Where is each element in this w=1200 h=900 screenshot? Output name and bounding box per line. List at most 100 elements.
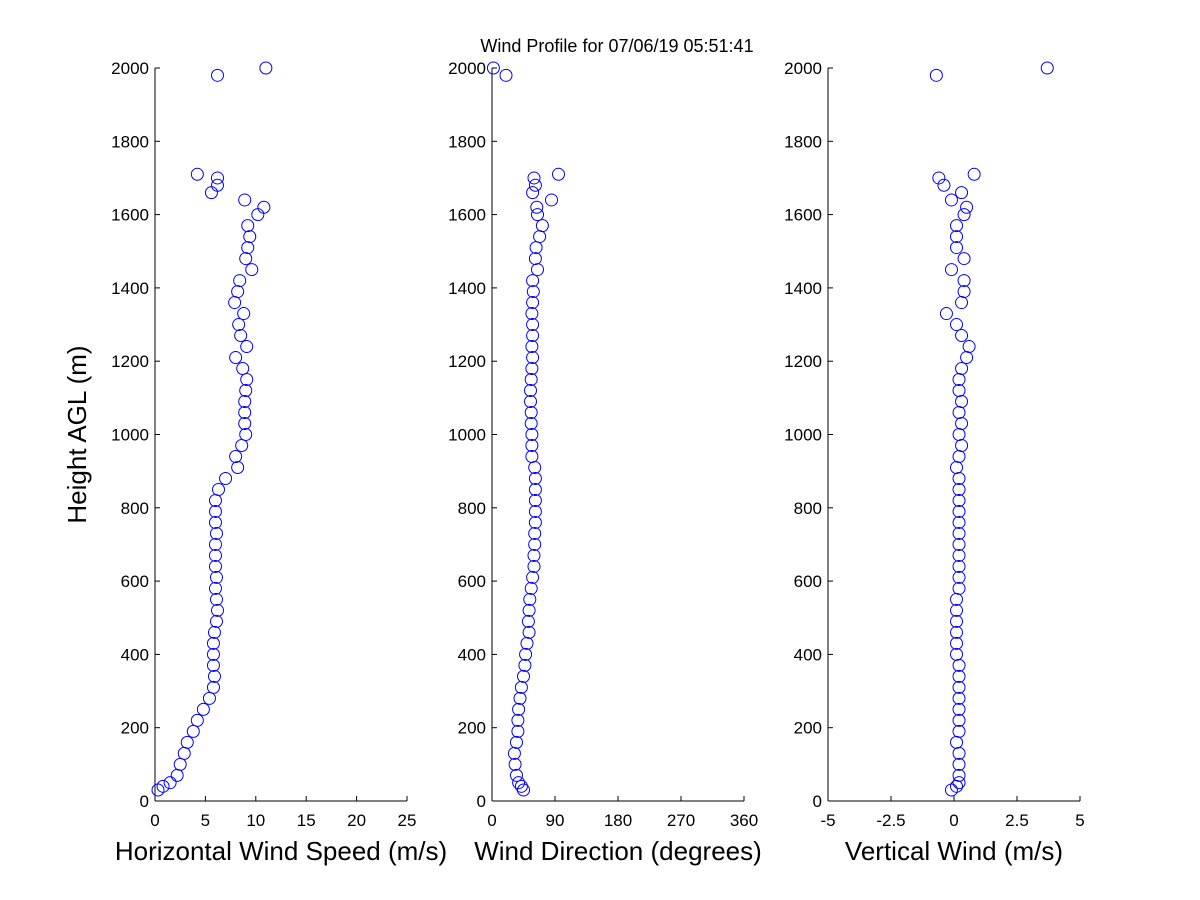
point (232, 318, 246, 332)
point (514, 779, 528, 793)
point (932, 171, 946, 185)
point (524, 373, 538, 387)
point (957, 274, 971, 288)
y-tick-label: 2000 (448, 59, 486, 78)
point (952, 515, 966, 529)
point (512, 776, 526, 790)
point (525, 307, 539, 321)
point (525, 362, 539, 376)
point (526, 274, 540, 288)
point (955, 186, 969, 200)
point (950, 241, 964, 255)
point (952, 548, 966, 562)
point (259, 61, 273, 75)
point (163, 776, 177, 790)
point (950, 647, 964, 661)
point (526, 329, 540, 343)
point (950, 219, 964, 233)
point (190, 713, 204, 727)
point (524, 417, 538, 431)
point (950, 636, 964, 650)
point (156, 779, 170, 793)
y-tick-label: 1400 (111, 279, 149, 298)
point (531, 263, 544, 277)
y-tick-label: 1000 (784, 426, 822, 445)
point (525, 438, 539, 452)
point (231, 285, 245, 299)
point (235, 438, 249, 452)
point (512, 702, 526, 716)
point (524, 406, 538, 420)
point (510, 768, 523, 782)
x-tick-label: -5 (820, 811, 835, 830)
point (170, 768, 184, 782)
point (206, 636, 220, 650)
y-tick-label: 1800 (111, 132, 149, 151)
x-axis-label: Horizontal Wind Speed (m/s) (115, 836, 447, 866)
point (528, 504, 542, 518)
point (950, 625, 964, 639)
point (952, 537, 966, 551)
point (209, 592, 223, 606)
x-tick-label: 5 (1075, 811, 1084, 830)
x-tick-label: 0 (949, 811, 958, 830)
point (528, 471, 542, 485)
point (952, 559, 966, 573)
y-tick-label: 800 (121, 499, 149, 518)
point (210, 68, 224, 82)
point (524, 384, 537, 398)
point (240, 373, 254, 387)
point (207, 625, 221, 639)
y-tick-label: 1600 (111, 206, 149, 225)
point (528, 252, 542, 266)
point (208, 515, 222, 529)
point (952, 482, 966, 496)
point (952, 471, 966, 485)
point (243, 230, 257, 244)
y-tick-label: 200 (121, 719, 149, 738)
y-tick-label: 200 (458, 719, 486, 738)
point (526, 318, 540, 332)
point (967, 167, 981, 181)
point (514, 680, 528, 694)
point (955, 329, 969, 343)
x-tick-label: 2.5 (1005, 811, 1029, 830)
point (527, 548, 541, 562)
point (950, 603, 964, 617)
point (526, 351, 540, 365)
x-tick-label: 180 (604, 811, 632, 830)
y-tick-label: 1000 (448, 426, 486, 445)
point (528, 460, 542, 474)
point (239, 252, 253, 266)
point (952, 669, 966, 683)
point (952, 373, 966, 387)
point (528, 493, 542, 507)
point (190, 167, 204, 181)
x-tick-label: 15 (297, 811, 316, 830)
point (955, 417, 969, 431)
point (531, 208, 544, 222)
point (545, 193, 558, 207)
point (952, 406, 966, 420)
point (518, 658, 532, 672)
y-tick-label: 400 (794, 645, 822, 664)
x-tick-label: 10 (246, 811, 265, 830)
point (950, 614, 964, 628)
point (517, 783, 530, 797)
y-tick-label: 1400 (448, 279, 486, 298)
point (234, 329, 248, 343)
point (219, 471, 233, 485)
point (257, 200, 271, 214)
point (245, 263, 259, 277)
point (239, 384, 253, 398)
y-tick-label: 2000 (784, 59, 822, 78)
point (238, 193, 252, 207)
point (526, 186, 540, 200)
y-tick-label: 400 (458, 645, 486, 664)
y-tick-label: 1200 (784, 352, 822, 371)
y-tick-label: 600 (121, 572, 149, 591)
point (950, 318, 964, 332)
y-tick-label: 0 (477, 792, 486, 811)
point (957, 252, 971, 266)
point (522, 625, 536, 639)
